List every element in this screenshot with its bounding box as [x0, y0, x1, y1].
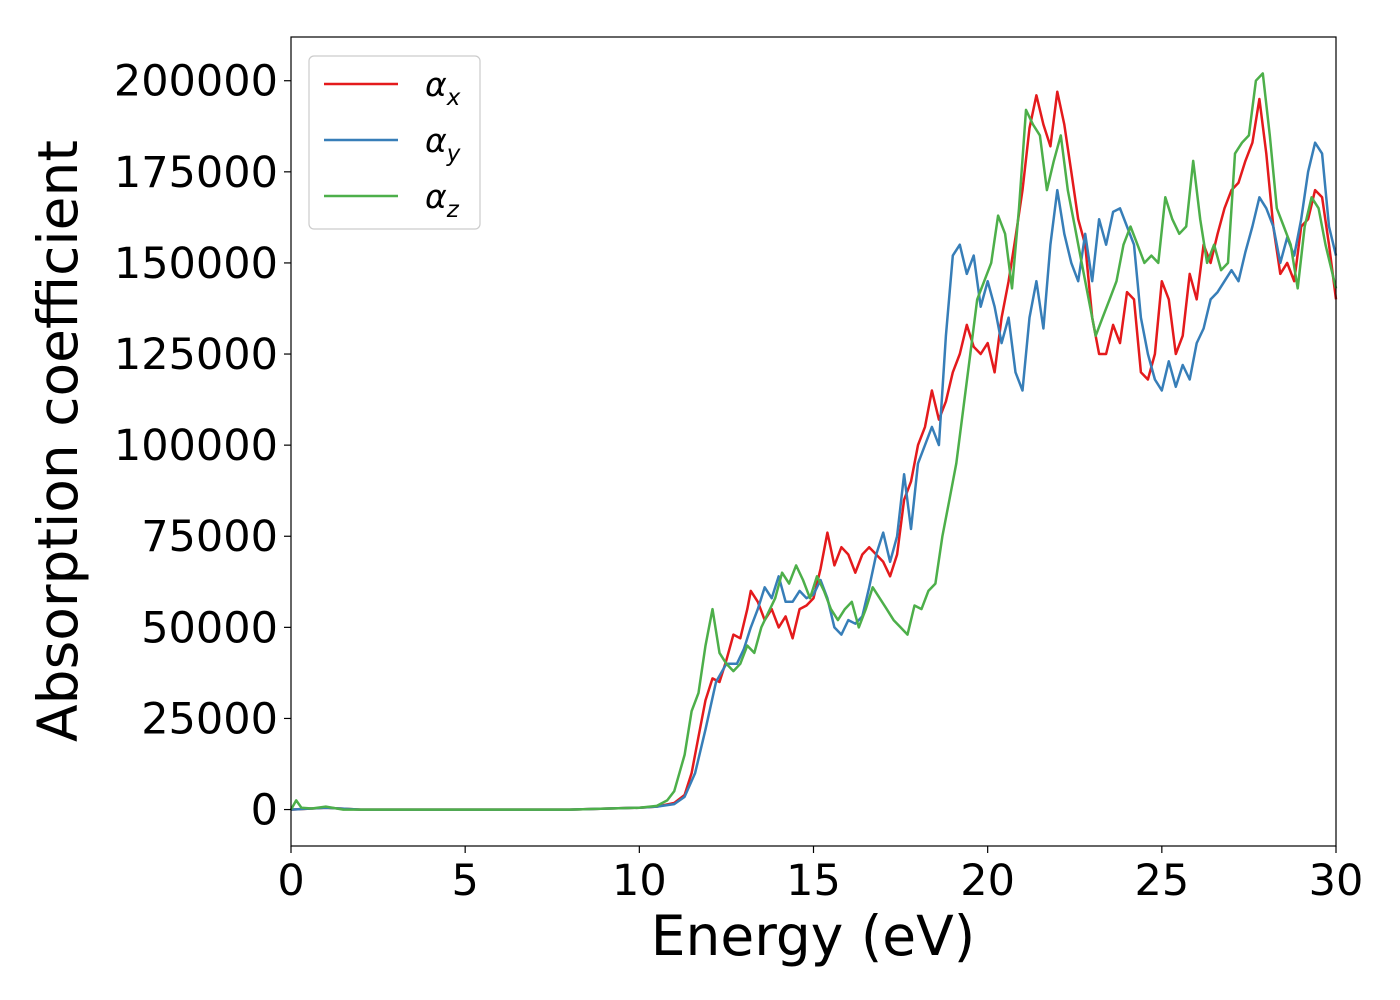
y-tick-label: 200000: [114, 57, 278, 107]
legend-label-subscript: z: [446, 197, 460, 223]
y-tick-label: 125000: [114, 330, 278, 380]
x-tick-label: 20: [960, 856, 1015, 906]
x-axis: 0 5 10 15 20 25 30: [277, 846, 1363, 906]
legend-label-z: αz: [425, 177, 460, 223]
y-tick-label: 100000: [114, 421, 278, 471]
x-axis-title: Energy (eV): [651, 904, 975, 968]
x-tick-label: 25: [1134, 856, 1189, 906]
legend-label-subscript: y: [446, 141, 461, 167]
x-tick-label: 5: [451, 856, 478, 906]
legend-box: [308, 55, 481, 230]
x-tick-label: 30: [1309, 856, 1364, 906]
y-tick-label: 175000: [114, 148, 278, 198]
y-tick-label: 0: [251, 786, 278, 836]
legend-label-subscript: x: [446, 85, 461, 111]
legend-label-base: α: [425, 65, 447, 104]
series-line-y: [290, 141, 1338, 811]
legend-label-base: α: [425, 177, 447, 216]
legend-label-y: αy: [425, 121, 461, 167]
y-axis: 0 25000 50000 75000 100000 125000 150000 175000…: [114, 57, 291, 836]
legend-label-x: αx: [425, 65, 461, 111]
series-layer: [289, 72, 1338, 811]
legend-label-base: α: [425, 121, 447, 160]
y-tick-label: 150000: [114, 239, 278, 289]
series-line-z: [289, 72, 1338, 811]
series-line-x: [290, 90, 1338, 811]
y-tick-label: 50000: [141, 603, 278, 653]
x-tick-label: 15: [786, 856, 841, 906]
y-axis-title: Absorption coefficient: [26, 140, 90, 742]
x-tick-label: 0: [277, 856, 304, 906]
y-tick-label: 25000: [141, 694, 278, 744]
x-tick-label: 10: [612, 856, 667, 906]
y-tick-label: 75000: [141, 512, 278, 562]
